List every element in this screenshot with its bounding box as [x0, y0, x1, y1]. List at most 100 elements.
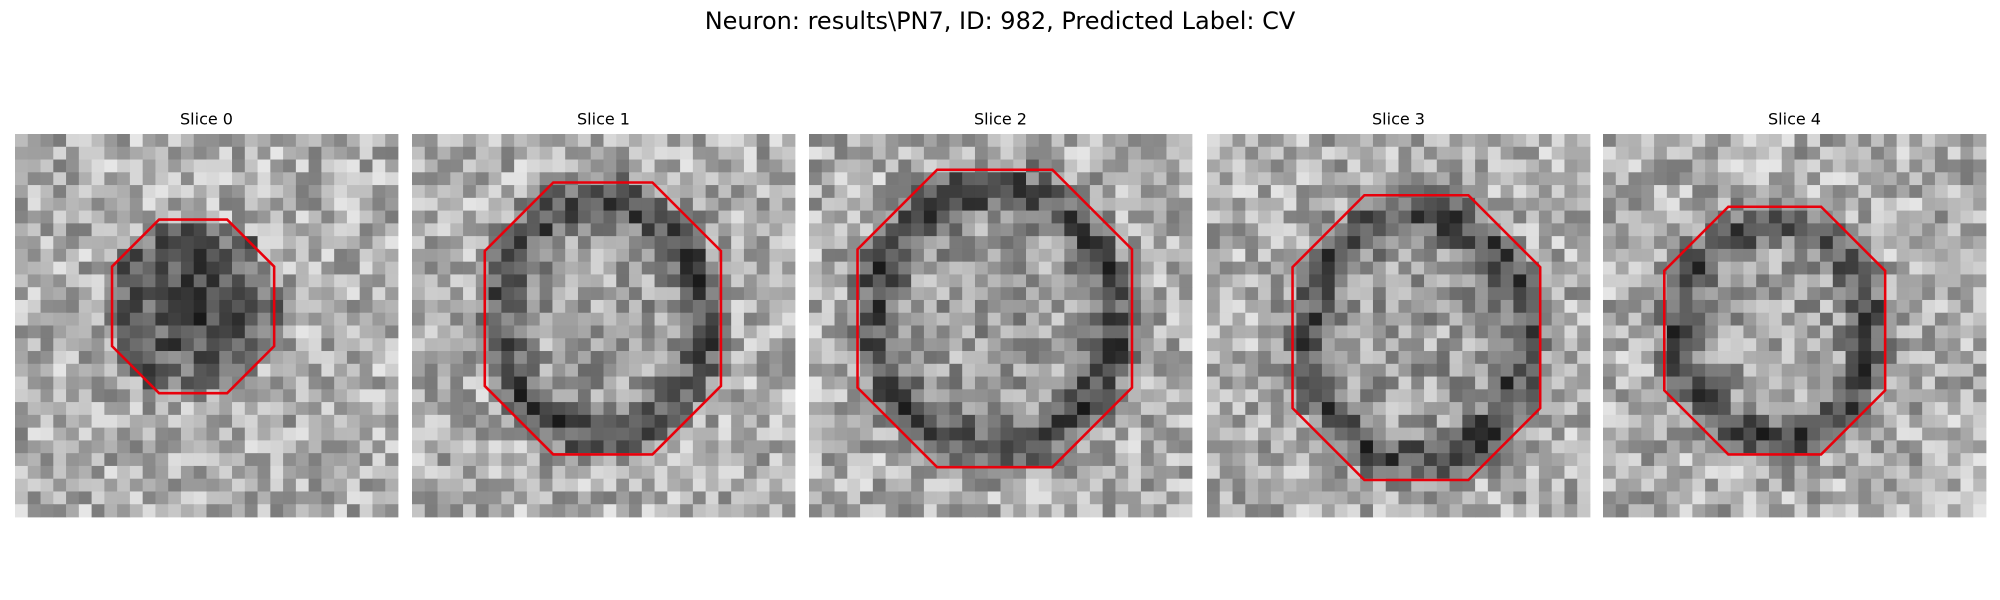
pixel: [1321, 185, 1336, 199]
pixel: [346, 274, 361, 288]
pixel: [219, 312, 233, 326]
pixel: [1820, 414, 1834, 429]
pixel: [629, 312, 643, 326]
pixel: [1475, 185, 1489, 199]
pixel: [962, 453, 976, 467]
pixel: [1347, 376, 1361, 390]
pixel: [450, 363, 464, 377]
pixel: [1909, 478, 1923, 492]
pixel: [1628, 338, 1642, 352]
pixel: [1807, 172, 1821, 186]
pixel: [359, 274, 373, 288]
pixel: [1871, 440, 1885, 454]
pixel: [1128, 146, 1142, 160]
pixel: [66, 172, 80, 186]
pixel: [1577, 197, 1591, 211]
pixel: [1743, 376, 1757, 390]
pixel: [911, 465, 925, 480]
pixel: [654, 261, 668, 275]
pixel: [1051, 197, 1065, 211]
pixel: [1026, 376, 1040, 390]
pixel: [270, 248, 284, 263]
pixel: [847, 491, 861, 505]
pixel: [1641, 261, 1655, 275]
pixel: [346, 440, 361, 454]
pixel: [1717, 389, 1732, 403]
pixel: [539, 389, 553, 403]
pixel: [1615, 185, 1629, 199]
pixel: [1730, 134, 1744, 148]
pixel: [359, 363, 373, 377]
pixel: [334, 453, 348, 467]
pixel: [1794, 504, 1808, 518]
pixel: [743, 299, 758, 314]
pixel: [1487, 172, 1502, 186]
pixel: [514, 223, 528, 237]
pixel: [1258, 248, 1272, 263]
pixel: [1347, 287, 1361, 301]
pixel: [1153, 440, 1167, 454]
pixel: [1475, 299, 1489, 314]
pixel: [1909, 287, 1923, 301]
pixel: [346, 236, 361, 250]
pixel: [1334, 376, 1348, 390]
pixel: [1232, 363, 1246, 377]
pixel: [321, 351, 335, 365]
pixel: [692, 427, 707, 441]
pixel: [974, 389, 989, 403]
pixel: [104, 185, 118, 199]
pixel: [1615, 197, 1629, 211]
pixel: [539, 363, 553, 377]
pixel: [1603, 197, 1617, 211]
pixel: [577, 478, 592, 492]
pixel: [987, 248, 1001, 263]
pixel: [1115, 338, 1129, 352]
pixel: [1628, 261, 1642, 275]
pixel: [1743, 299, 1757, 314]
pixel: [66, 299, 80, 314]
pixel: [692, 197, 707, 211]
pixel: [1551, 236, 1565, 250]
pixel: [1628, 440, 1642, 454]
pixel: [1436, 248, 1450, 263]
pixel: [1883, 440, 1898, 454]
pixel: [1922, 504, 1936, 518]
pixel: [1089, 504, 1104, 518]
pixel: [1603, 338, 1617, 352]
pixel: [117, 210, 131, 224]
pixel: [1000, 351, 1014, 365]
pixel: [654, 287, 668, 301]
pixel: [680, 325, 694, 339]
pixel: [936, 504, 950, 518]
pixel: [1038, 197, 1052, 211]
pixel: [1551, 478, 1565, 492]
pixel: [1807, 465, 1821, 480]
pixel: [743, 351, 758, 365]
pixel: [1166, 376, 1180, 390]
pixel: [193, 389, 207, 403]
pixel: [232, 274, 246, 288]
pixel: [987, 172, 1001, 186]
pixel: [1347, 223, 1361, 237]
pixel: [1270, 210, 1284, 224]
pixel: [1283, 376, 1297, 390]
pixel: [1179, 197, 1193, 211]
pixel: [1896, 172, 1910, 186]
pixel: [1858, 491, 1872, 505]
pixel: [1102, 453, 1116, 467]
pixel: [1360, 299, 1374, 314]
pixel: [949, 363, 963, 377]
pixel: [974, 478, 989, 492]
pixel: [526, 453, 541, 467]
pixel: [1564, 402, 1578, 416]
pixel: [91, 363, 105, 377]
pixel: [40, 440, 54, 454]
pixel: [1743, 146, 1757, 160]
pixel: [680, 338, 694, 352]
pixel: [834, 236, 848, 250]
pixel: [1794, 134, 1808, 148]
pixel: [1526, 172, 1540, 186]
pixel: [53, 351, 67, 365]
pixel: [385, 274, 399, 288]
pixel: [1398, 504, 1412, 518]
